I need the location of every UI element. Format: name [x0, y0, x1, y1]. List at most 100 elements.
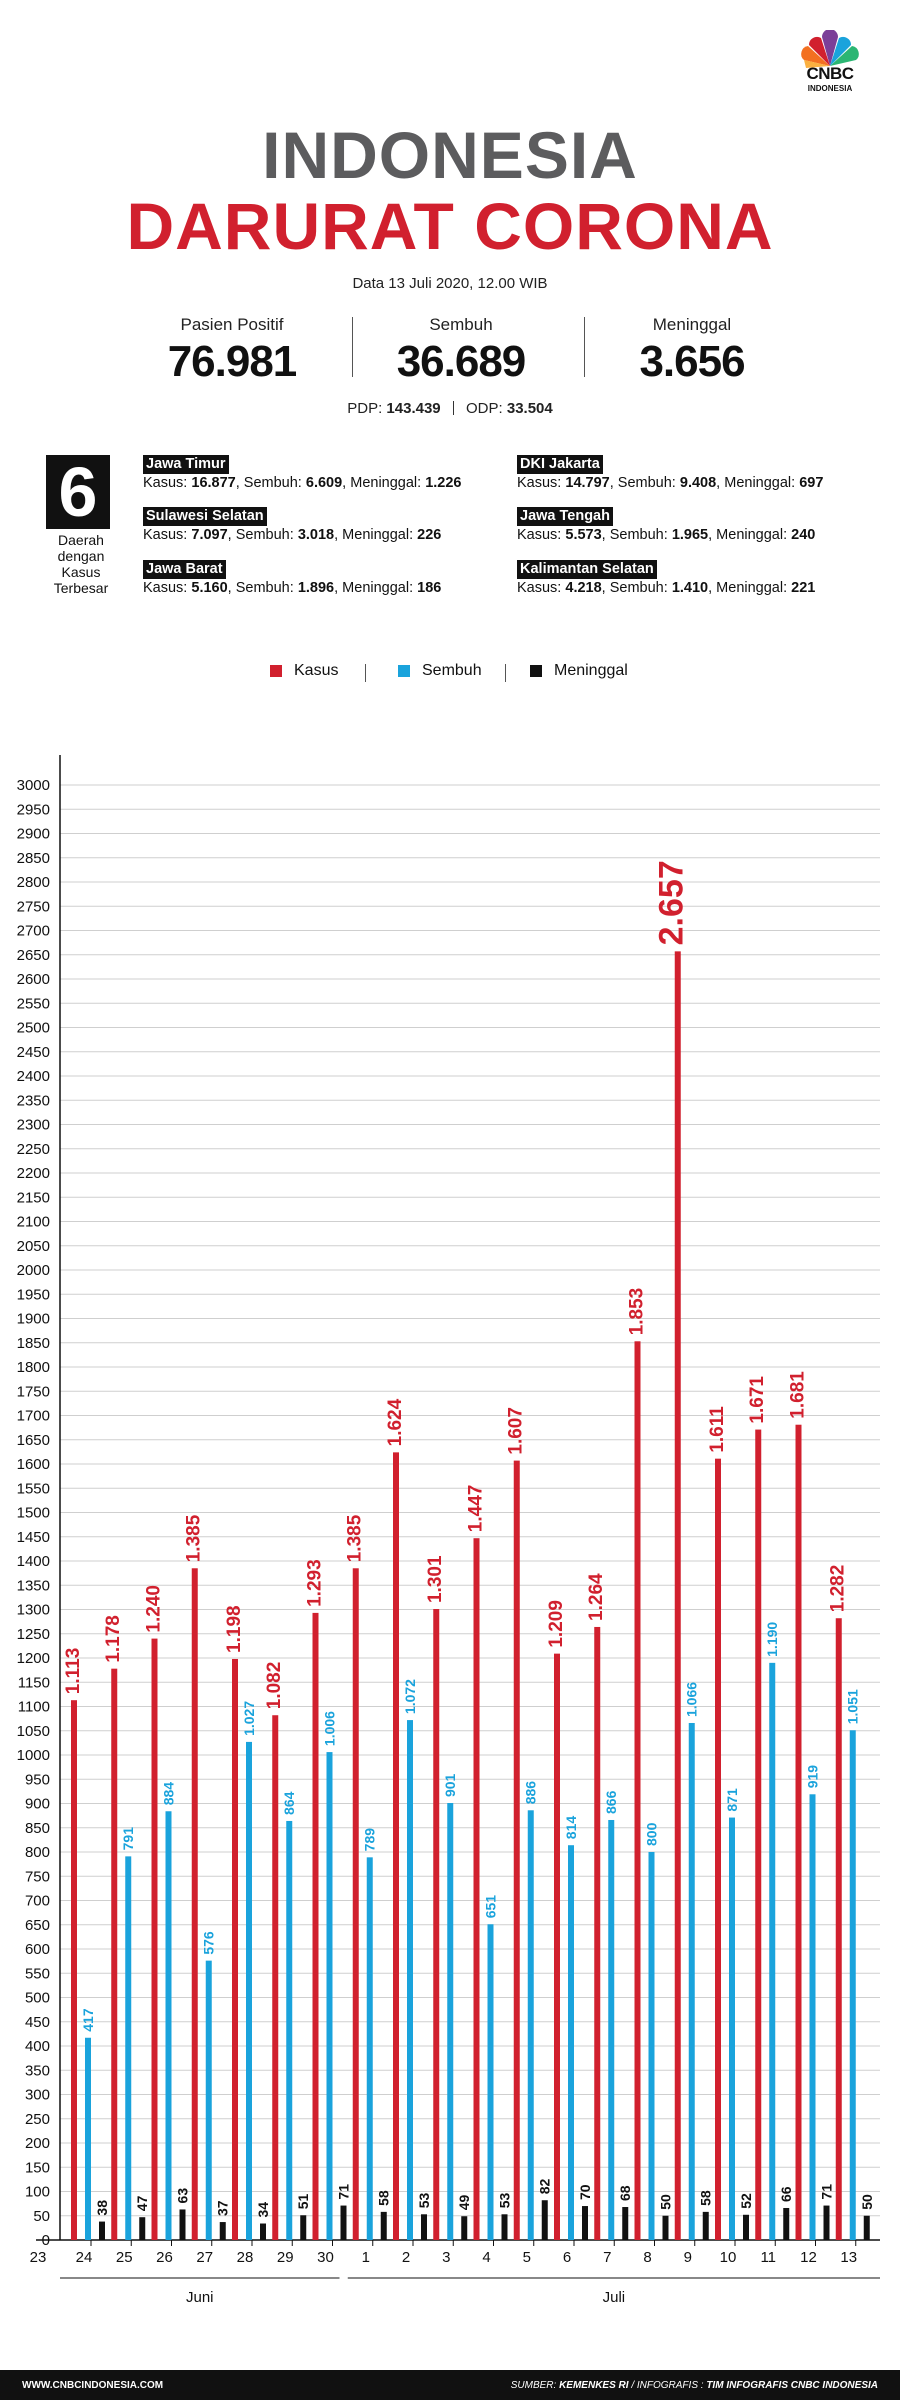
logo-brand: CNBC	[806, 64, 854, 83]
data-label-kasus: 1.240	[144, 1585, 165, 1633]
data-label-sembuh: 1.190	[764, 1622, 780, 1657]
odp-label: ODP:	[466, 400, 503, 417]
bar-meninggal	[179, 2209, 186, 2240]
data-label-sembuh: 864	[281, 1791, 297, 1815]
x-tick-label: 9	[684, 2249, 692, 2266]
data-label-meninggal: 52	[738, 2193, 754, 2209]
stat-meninggal: Meninggal 3.656	[572, 315, 812, 387]
data-label-kasus: 1.282	[828, 1565, 849, 1613]
bar-meninggal	[541, 2200, 548, 2240]
bar-sembuh	[608, 1819, 615, 2240]
y-tick-label: 100	[25, 2184, 50, 2201]
stat-label: Meninggal	[652, 315, 732, 334]
stat-value: 3.656	[639, 337, 745, 386]
pdp-label: PDP:	[347, 400, 383, 417]
y-tick-label: 600	[25, 1941, 50, 1958]
y-tick-label: 1950	[17, 1286, 50, 1303]
x-tick-label: 4	[482, 2249, 490, 2266]
y-tick-label: 1150	[18, 1674, 50, 1691]
footer-credits: SUMBER: KEMENKES RI / INFOGRAFIS : TIM I…	[511, 2380, 878, 2391]
y-tick-label: 1800	[17, 1359, 50, 1376]
month-label-juli: Juli	[603, 2289, 626, 2306]
data-label-kasus: 2.657	[653, 860, 691, 945]
bar-kasus	[795, 1424, 802, 2240]
y-tick-label: 1900	[17, 1311, 50, 1328]
y-tick-label: 1500	[17, 1505, 50, 1522]
pdp-odp-line: PDP: 143.439 ODP: 33.504	[0, 400, 900, 417]
x-tick-label: 27	[196, 2249, 213, 2266]
data-label-kasus: 1.264	[586, 1573, 607, 1621]
y-tick-label: 2450	[17, 1044, 50, 1061]
stat-label: Pasien Positif	[180, 315, 284, 334]
data-label-meninggal: 50	[658, 2194, 674, 2210]
legend-swatch	[270, 665, 282, 677]
data-label-kasus: 1.671	[747, 1376, 768, 1424]
sembuh-label: Sembuh:	[617, 475, 676, 491]
y-tick-label: 2300	[17, 1117, 50, 1134]
peacock-logo-icon	[801, 30, 859, 68]
x-tick-label: 24	[76, 2249, 93, 2266]
x-tick-label: 1	[362, 2249, 370, 2266]
data-label-kasus: 1.082	[264, 1662, 285, 1710]
bar-meninggal	[743, 2214, 749, 2240]
bar-meninggal	[783, 2207, 790, 2240]
y-tick-label: 1850	[17, 1335, 50, 1352]
data-label-sembuh: 1.072	[402, 1679, 418, 1714]
y-tick-label: 350	[25, 2062, 50, 2079]
y-tick-label: 2150	[17, 1189, 50, 1206]
bar-kasus	[513, 1460, 520, 2240]
data-label-meninggal: 38	[94, 2200, 110, 2216]
stat-divider	[352, 317, 353, 377]
data-label-meninggal: 66	[778, 2186, 794, 2202]
y-tick-label: 2200	[17, 1165, 50, 1182]
x-tick-label: 12	[800, 2249, 817, 2266]
y-tick-label: 1700	[17, 1408, 50, 1425]
bar-sembuh	[648, 1852, 655, 2240]
pdp-value: 143.439	[386, 400, 441, 417]
data-label-sembuh: 871	[724, 1788, 740, 1812]
legend-label: Meninggal	[554, 662, 628, 679]
y-tick-label: 2900	[17, 826, 50, 843]
data-label-meninggal: 49	[456, 2194, 472, 2210]
x-tick-label: 10	[720, 2249, 737, 2266]
source-value: KEMENKES RI	[559, 2380, 629, 2391]
kasus-label: Kasus:	[517, 580, 562, 596]
bar-sembuh	[447, 1803, 454, 2240]
data-label-sembuh: 866	[603, 1790, 619, 1814]
data-label-kasus: 1.611	[707, 1406, 728, 1453]
data-label-sembuh: 919	[805, 1765, 821, 1789]
region-stats: Kasus: 5.573, Sembuh: 1.965, Meninggal: …	[517, 527, 816, 543]
data-label-meninggal: 51	[295, 2193, 311, 2209]
region-stats: Kasus: 7.097, Sembuh: 3.018, Meninggal: …	[143, 527, 442, 543]
region-name: Sulawesi Selatan	[143, 507, 267, 526]
region-count: 6	[46, 455, 110, 529]
meninggal-value: 221	[791, 580, 816, 596]
bar-kasus	[554, 1653, 560, 2240]
x-tick-label: 23	[30, 2249, 47, 2266]
region-item: Kalimantan Selatan Kasus: 4.218, Sembuh: …	[517, 560, 815, 598]
y-tick-label: 2850	[17, 850, 50, 867]
stat-divider	[584, 317, 585, 377]
data-label-meninggal: 82	[537, 2178, 553, 2194]
data-label-sembuh: 576	[201, 1931, 217, 1955]
x-tick-label: 8	[643, 2249, 651, 2266]
meninggal-label: Meninggal:	[342, 580, 414, 596]
sembuh-value: 1.896	[297, 580, 335, 596]
legend-label: Sembuh	[422, 662, 482, 679]
region-name: Jawa Timur	[143, 455, 229, 474]
region-stats: Kasus: 4.218, Sembuh: 1.410, Meninggal: …	[517, 580, 816, 596]
y-tick-label: 1600	[17, 1456, 50, 1473]
legend-divider	[505, 664, 506, 682]
stat-value: 36.689	[396, 337, 527, 386]
bar-sembuh	[688, 1722, 695, 2240]
y-tick-label: 3000	[17, 777, 50, 794]
bar-kasus	[835, 1618, 842, 2240]
bar-kasus	[191, 1568, 198, 2240]
bar-sembuh	[366, 1857, 373, 2240]
data-label-sembuh: 789	[362, 1828, 378, 1852]
x-tick-label: 29	[277, 2249, 294, 2266]
y-tick-label: 1200	[17, 1650, 50, 1667]
bar-kasus	[111, 1668, 118, 2240]
data-label-kasus: 1.681	[788, 1371, 809, 1419]
y-tick-label: 1250	[17, 1626, 50, 1643]
